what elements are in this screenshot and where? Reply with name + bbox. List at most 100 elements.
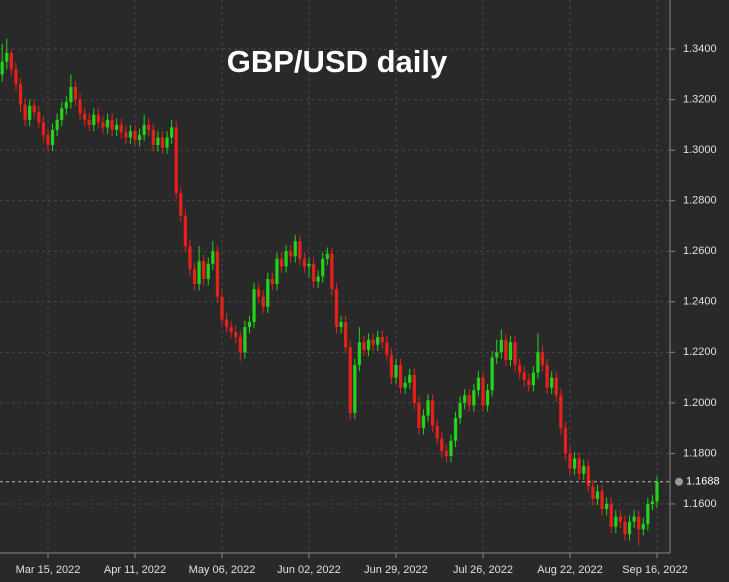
candle-body: [101, 122, 105, 128]
candle-body: [421, 415, 426, 429]
candle-body: [444, 450, 448, 456]
candle-body: [257, 289, 261, 297]
candle-body: [321, 258, 325, 277]
candle-body: [302, 258, 307, 267]
candle-body: [23, 104, 27, 120]
candle-body: [243, 327, 247, 353]
candle-body: [614, 516, 618, 527]
candle-body: [650, 501, 655, 504]
x-tick-label: May 06, 2022: [189, 564, 256, 576]
candle-body: [591, 486, 595, 499]
y-tick-label: 1.2400: [683, 296, 717, 308]
chart-title: GBP/USD daily: [227, 44, 448, 79]
candle-body: [646, 503, 650, 525]
candle-body: [609, 503, 613, 527]
candle-body: [357, 342, 361, 365]
candle-body: [563, 428, 568, 454]
candle-body: [229, 327, 233, 333]
x-tick-label: Jun 29, 2022: [364, 564, 428, 576]
candle-body: [96, 114, 100, 123]
candle-body: [206, 263, 210, 280]
candle-body: [522, 372, 526, 381]
candle-body: [655, 481, 659, 502]
x-tick-label: Jul 26, 2022: [453, 564, 513, 576]
candle-body: [14, 69, 18, 85]
candle-body: [426, 400, 430, 416]
candle-body: [600, 491, 604, 510]
candle-body: [394, 364, 398, 378]
candle-body: [385, 342, 389, 355]
candle-body: [124, 132, 128, 138]
y-tick-label: 1.2000: [683, 397, 717, 409]
candle-body: [215, 251, 220, 297]
candle-body: [50, 129, 55, 146]
candle-body: [174, 127, 178, 194]
candle-body: [527, 380, 531, 386]
candle-body: [234, 332, 238, 338]
candle-body: [0, 61, 4, 75]
candle-body: [554, 377, 558, 396]
candle-body: [165, 137, 169, 148]
candle-body: [353, 364, 357, 413]
candle-body: [518, 364, 522, 373]
candle-body: [18, 84, 23, 105]
candle-body: [618, 516, 622, 522]
y-tick-label: 1.1600: [683, 498, 717, 510]
candle-body: [183, 215, 187, 247]
candle-body: [133, 131, 137, 141]
candle-body: [151, 129, 155, 146]
candle-body: [73, 86, 78, 100]
candle-body: [238, 337, 242, 353]
last-price-label: 1.1688: [686, 476, 720, 488]
candle-body: [458, 402, 462, 419]
candle-body: [586, 466, 590, 487]
candle-body: [339, 321, 343, 328]
candle-body: [605, 503, 609, 510]
candle-body: [623, 521, 627, 535]
candle-body: [508, 342, 513, 360]
candle-body: [170, 127, 174, 138]
candle-body: [220, 296, 224, 320]
candle-body: [128, 131, 133, 138]
candle-body: [224, 319, 229, 328]
candle-body: [105, 119, 110, 128]
x-tick-label: Aug 22, 2022: [537, 564, 602, 576]
candle-body: [513, 342, 517, 365]
y-tick-label: 1.2200: [683, 346, 717, 358]
candle-body: [197, 261, 201, 285]
candle-body: [627, 521, 632, 535]
candle-body: [188, 246, 192, 269]
candle-body: [5, 52, 9, 62]
candle-body: [37, 112, 41, 123]
x-tick-label: Mar 15, 2022: [16, 564, 81, 576]
candle-body: [632, 516, 636, 522]
candle-body: [266, 279, 270, 307]
candle-body: [481, 377, 485, 406]
candle-body: [115, 124, 119, 130]
candle-body: [412, 375, 416, 403]
candle-body: [261, 296, 265, 307]
candle-body: [284, 251, 288, 267]
candle-body: [334, 289, 339, 328]
x-tick-label: Sep 16, 2022: [622, 564, 687, 576]
candle-body: [270, 279, 274, 285]
y-tick-label: 1.3000: [683, 144, 717, 156]
y-tick-label: 1.3200: [683, 93, 717, 105]
candle-body: [476, 377, 481, 391]
candle-body: [568, 453, 572, 469]
last-price-dot: [675, 477, 683, 486]
candle-body: [41, 122, 46, 135]
candle-body: [440, 438, 444, 451]
candle-body: [582, 466, 586, 474]
candle-body: [536, 352, 540, 373]
candle-body: [46, 134, 50, 146]
candle-body: [490, 357, 494, 391]
candle-body: [83, 113, 87, 120]
candle-body: [316, 276, 320, 282]
candle-body: [247, 321, 252, 328]
candle-body: [156, 137, 160, 146]
candle-body: [453, 418, 458, 441]
candle-body: [550, 377, 554, 388]
candle-body: [577, 458, 581, 474]
